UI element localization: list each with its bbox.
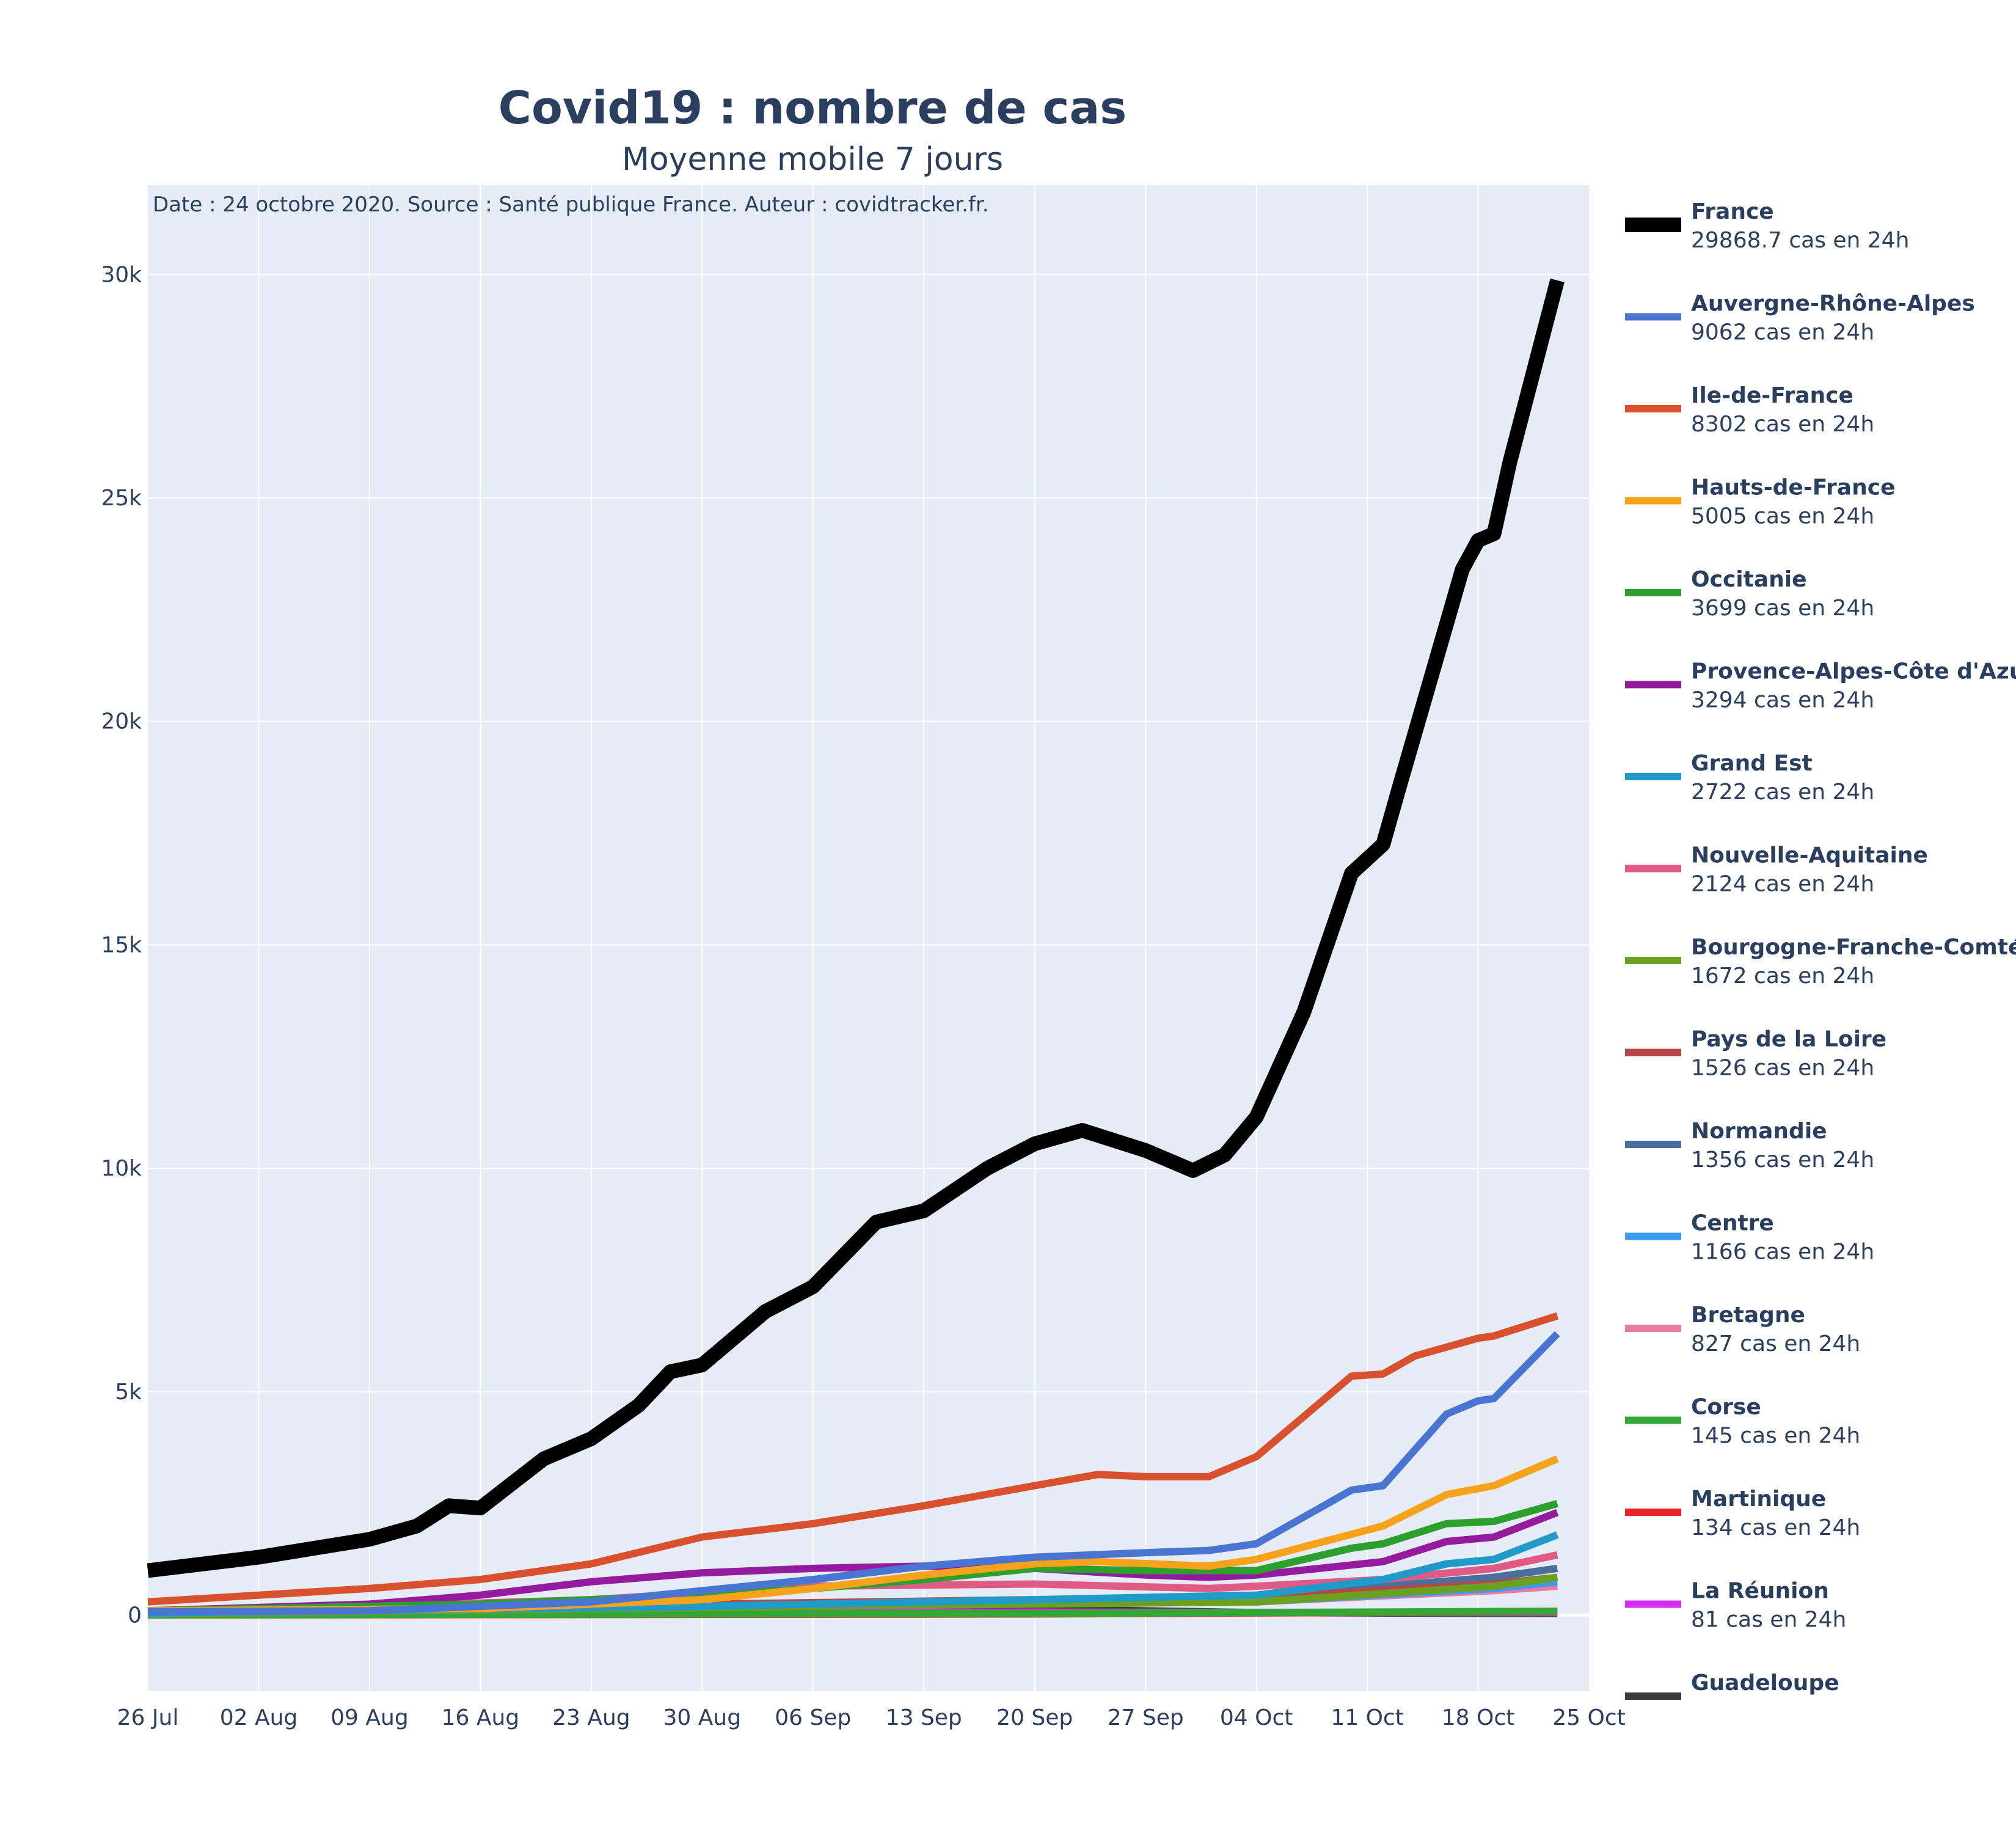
legend-value: 1356 cas en 24h bbox=[1691, 1147, 1874, 1173]
series-line-corse bbox=[147, 1608, 1558, 1619]
legend-label: Corse bbox=[1691, 1395, 1761, 1420]
legend-value: 3294 cas en 24h bbox=[1691, 688, 1874, 713]
legend-label: Bretagne bbox=[1691, 1303, 1805, 1328]
legend-label: Nouvelle-Aquitaine bbox=[1691, 843, 1928, 868]
y-tick-label: 25k bbox=[101, 486, 142, 511]
legend-item-guadeloupe[interactable]: Guadeloupe bbox=[1625, 1670, 1839, 1700]
legend-value: 145 cas en 24h bbox=[1691, 1424, 1860, 1449]
x-tick-label: 25 Oct bbox=[1552, 1705, 1626, 1730]
x-tick-label: 20 Sep bbox=[996, 1705, 1073, 1730]
legend-label: Bourgogne-Franche-Comté bbox=[1691, 935, 2016, 960]
x-axis-ticks: 26 Jul 02 Aug 09 Aug 16 Aug 23 Aug 30 Aug 06 S… bbox=[117, 1705, 1626, 1730]
x-gridlines bbox=[258, 185, 1479, 1691]
x-tick-label: 27 Sep bbox=[1108, 1705, 1184, 1730]
y-tick-label: 30k bbox=[101, 262, 142, 287]
series-line-france bbox=[147, 278, 1565, 1578]
x-tick-label: 06 Sep bbox=[775, 1705, 851, 1730]
x-tick-label: 26 Jul bbox=[117, 1705, 179, 1730]
legend-value: 2722 cas en 24h bbox=[1691, 780, 1874, 805]
legend-label: Martinique bbox=[1691, 1487, 1826, 1512]
legend-label: Guadeloupe bbox=[1691, 1670, 1839, 1696]
legend-label: Grand Est bbox=[1691, 751, 1813, 776]
legend-value: 1526 cas en 24h bbox=[1691, 1056, 1874, 1081]
x-tick-label: 30 Aug bbox=[663, 1705, 742, 1730]
legend-value: 1672 cas en 24h bbox=[1691, 964, 1874, 989]
series-line-ile-de-france bbox=[147, 1312, 1559, 1606]
x-tick-label: 09 Aug bbox=[331, 1705, 409, 1730]
legend-label: Auvergne-Rhône-Alpes bbox=[1691, 291, 1975, 316]
source-annotation: Date : 24 octobre 2020. Source : Santé p… bbox=[153, 192, 989, 217]
legend-item-bretagne[interactable]: Bretagne 827 cas en 24h bbox=[1625, 1303, 1860, 1356]
legend-item-hauts-de-france[interactable]: Hauts-de-France 5005 cas en 24h bbox=[1625, 475, 1895, 529]
legend-value: 8302 cas en 24h bbox=[1691, 412, 1874, 437]
legend-label: France bbox=[1691, 199, 1774, 224]
x-tick-label: 23 Aug bbox=[552, 1705, 630, 1730]
series-line-auvergne-rhone-alpes bbox=[147, 1331, 1560, 1615]
y-tick-label: 20k bbox=[101, 709, 142, 734]
y-tick-label: 0 bbox=[128, 1603, 142, 1628]
y-tick-label: 15k bbox=[101, 932, 142, 957]
legend-label: Provence-Alpes-Côte d'Azur bbox=[1691, 659, 2016, 684]
legend-item-france[interactable]: France 29868.7 cas en 24h bbox=[1625, 199, 1909, 253]
x-tick-label: 04 Oct bbox=[1220, 1705, 1293, 1730]
series-lines bbox=[147, 278, 1565, 1619]
legend-label: La Réunion bbox=[1691, 1579, 1829, 1604]
legend-item-martinique[interactable]: Martinique 134 cas en 24h bbox=[1625, 1487, 1860, 1540]
legend-value: 827 cas en 24h bbox=[1691, 1331, 1860, 1356]
legend-value: 9062 cas en 24h bbox=[1691, 320, 1874, 345]
legend-value: 5005 cas en 24h bbox=[1691, 504, 1874, 529]
legend-item-occitanie[interactable]: Occitanie 3699 cas en 24h bbox=[1625, 567, 1874, 621]
legend-item-provence-alpes-cote-d-azur[interactable]: Provence-Alpes-Côte d'Azur 3294 cas en 24… bbox=[1625, 659, 2016, 713]
y-tick-label: 10k bbox=[101, 1156, 142, 1181]
legend-label: Centre bbox=[1691, 1211, 1774, 1236]
legend-item-ile-de-france[interactable]: Ile-de-France 8302 cas en 24h bbox=[1625, 383, 1874, 437]
x-tick-label: 02 Aug bbox=[220, 1705, 298, 1730]
legend-item-nouvelle-aquitaine[interactable]: Nouvelle-Aquitaine 2124 cas en 24h bbox=[1625, 843, 1928, 897]
legend-label: Pays de la Loire bbox=[1691, 1027, 1886, 1052]
legend-value: 29868.7 cas en 24h bbox=[1691, 228, 1909, 253]
x-tick-label: 13 Sep bbox=[886, 1705, 962, 1730]
legend-value: 81 cas en 24h bbox=[1691, 1608, 1846, 1633]
legend-item-la-reunion[interactable]: La Réunion 81 cas en 24h bbox=[1625, 1579, 1846, 1633]
series-line-occitanie bbox=[147, 1500, 1558, 1615]
legend: France 29868.7 cas en 24h Auvergne-Rhône-A… bbox=[1625, 199, 2016, 1700]
legend-value: 1166 cas en 24h bbox=[1691, 1240, 1874, 1265]
x-tick-label: 11 Oct bbox=[1331, 1705, 1404, 1730]
series-line-hauts-de-france bbox=[147, 1455, 1559, 1615]
legend-item-bourgogne-franche-comte[interactable]: Bourgogne-Franche-Comté 1672 cas en 24h bbox=[1625, 935, 2016, 989]
legend-label: Normandie bbox=[1691, 1119, 1827, 1144]
legend-item-grand-est[interactable]: Grand Est 2722 cas en 24h bbox=[1625, 751, 1874, 805]
legend-item-centre[interactable]: Centre 1166 cas en 24h bbox=[1625, 1211, 1874, 1265]
series-line-grand-est bbox=[147, 1531, 1559, 1617]
legend-value: 2124 cas en 24h bbox=[1691, 872, 1874, 897]
chart-subtitle: Moyenne mobile 7 jours bbox=[622, 141, 1003, 178]
legend-item-corse[interactable]: Corse 145 cas en 24h bbox=[1625, 1395, 1860, 1449]
plot-area bbox=[148, 185, 1589, 1691]
legend-label: Occitanie bbox=[1691, 567, 1807, 592]
legend-item-normandie[interactable]: Normandie 1356 cas en 24h bbox=[1625, 1119, 1874, 1173]
legend-item-auvergne-rhone-alpes[interactable]: Auvergne-Rhône-Alpes 9062 cas en 24h bbox=[1625, 291, 1975, 345]
legend-label: Ile-de-France bbox=[1691, 383, 1853, 408]
legend-value: 134 cas en 24h bbox=[1691, 1515, 1860, 1540]
legend-item-pays-de-la-loire[interactable]: Pays de la Loire 1526 cas en 24h bbox=[1625, 1027, 1886, 1081]
x-tick-label: 16 Aug bbox=[442, 1705, 520, 1730]
legend-label: Hauts-de-France bbox=[1691, 475, 1895, 500]
y-axis-ticks: 0 5k 10k 15k 20k 25k 30k bbox=[101, 262, 142, 1628]
legend-value: 3699 cas en 24h bbox=[1691, 596, 1874, 621]
x-tick-label: 18 Oct bbox=[1442, 1705, 1515, 1730]
chart-title: Covid19 : nombre de cas bbox=[499, 82, 1127, 134]
y-tick-label: 5k bbox=[115, 1380, 142, 1405]
